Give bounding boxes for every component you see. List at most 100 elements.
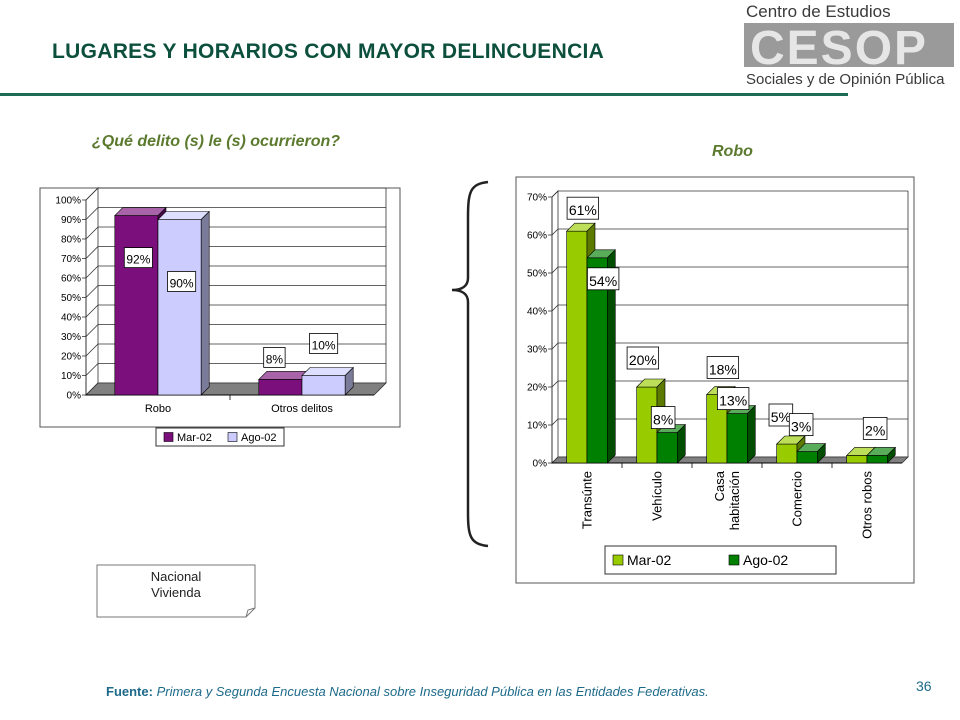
category-label: Vehículo	[649, 471, 664, 521]
source-label: Fuente:	[106, 684, 153, 699]
logo-line2: Sociales y de Opinión Pública	[746, 71, 945, 88]
title-divider	[0, 93, 848, 96]
note-line1: Nacional	[150, 569, 202, 584]
gridline	[85, 363, 386, 376]
y-tick-label: 50%	[61, 293, 81, 304]
data-label-box	[650, 406, 676, 430]
data-label-box	[309, 333, 339, 354]
legend: Mar-02 Ago-02	[604, 545, 837, 575]
y-tick-label: 70%	[527, 193, 547, 204]
logo-line1: Centro de Estudios	[746, 2, 891, 21]
y-tick-label: 40%	[61, 313, 81, 324]
data-label: 18%	[709, 362, 737, 378]
gridline	[551, 380, 908, 388]
source-footnote: Fuente: Primera y Segunda Encuesta Nacio…	[106, 684, 709, 699]
y-tick-label: 90%	[61, 215, 81, 226]
y-tick-label: 10%	[527, 421, 547, 432]
data-label: 10%	[312, 339, 336, 353]
y-tick-label: 20%	[61, 352, 81, 363]
legend-frame	[155, 427, 285, 447]
gridline	[551, 190, 908, 198]
y-tick-label: 20%	[527, 383, 547, 394]
data-label: 20%	[629, 352, 657, 368]
data-label: 90%	[170, 277, 194, 291]
logo-mark: CESOP	[750, 22, 928, 75]
legend-swatch	[612, 554, 624, 566]
y-tick-label: 10%	[61, 371, 81, 382]
y-tick-label: 70%	[61, 254, 81, 265]
source-text: Primera y Segunda Encuesta Nacional sobr…	[156, 684, 709, 699]
y-tick-label: 30%	[527, 345, 547, 356]
category-label: Robo	[145, 403, 171, 415]
y-tick-label: 40%	[527, 307, 547, 318]
gridline	[85, 226, 386, 240]
bar	[586, 249, 617, 464]
data-label-box	[716, 387, 750, 411]
bar	[635, 378, 666, 464]
gridline	[85, 187, 386, 201]
legend-frame	[604, 545, 837, 575]
note-text: Nacional Vivienda	[96, 569, 256, 601]
y-tick-label: 80%	[61, 235, 81, 246]
y-tick-label: 60%	[61, 274, 81, 285]
data-label-box	[586, 267, 620, 291]
logo-band	[744, 23, 954, 67]
data-label: 8%	[266, 352, 284, 366]
legend-swatch	[227, 432, 238, 442]
bar	[796, 442, 827, 464]
legend-label: Mar-02	[177, 432, 212, 444]
data-label-box	[706, 356, 740, 380]
legend-label: Ago-02	[241, 432, 276, 444]
y-tick-label: 30%	[61, 332, 81, 343]
y-tick-label: 50%	[527, 269, 547, 280]
legend-swatch	[728, 554, 740, 566]
data-label-box	[263, 346, 286, 368]
chart-right-title: Robo	[712, 143, 753, 160]
data-label: 13%	[719, 393, 747, 409]
legend-label: Mar-02	[627, 552, 672, 568]
category-label: habitación	[727, 471, 742, 530]
bar	[157, 210, 210, 396]
y-tick-label: 60%	[527, 231, 547, 242]
bar	[726, 404, 757, 464]
gridline	[85, 324, 386, 337]
data-label-box	[167, 271, 197, 292]
gridline	[551, 304, 908, 312]
page-number: 36	[916, 678, 932, 694]
gridline	[85, 343, 386, 357]
data-label-box	[123, 247, 153, 269]
data-label-box	[626, 346, 660, 370]
data-label-box	[788, 413, 814, 437]
y-tick-label: 0%	[533, 459, 548, 470]
chart-left-question: ¿Qué delito (s) le (s) ocurrieron?	[92, 133, 341, 150]
legend-swatch	[163, 432, 174, 442]
slide-title: LUGARES Y HORARIOS CON MAYOR DELINCUENCI…	[52, 40, 605, 63]
gridline	[85, 285, 386, 298]
data-label: 92%	[126, 253, 150, 267]
gridline	[85, 265, 386, 279]
gridline	[551, 342, 908, 350]
gridline	[551, 266, 908, 274]
data-label: 8%	[653, 412, 673, 428]
category-label: Otros delitos	[271, 403, 333, 415]
bar	[301, 366, 354, 396]
legend: Mar-02 Ago-02	[155, 427, 285, 447]
gridline	[85, 304, 386, 318]
bar	[656, 423, 687, 464]
category-label: Comercio	[789, 471, 804, 527]
data-label: 5%	[771, 409, 791, 425]
note-line2: Vivienda	[151, 585, 201, 600]
category-label: Casa	[712, 470, 727, 501]
data-label: 61%	[569, 202, 597, 218]
gridline	[85, 207, 386, 220]
gridline	[85, 246, 386, 259]
data-label: 2%	[865, 422, 885, 438]
note-box	[96, 564, 256, 618]
category-label: Transúnte	[579, 471, 594, 529]
y-tick-label: 0%	[67, 391, 82, 402]
data-label-box	[862, 416, 888, 440]
category-label: Otros robos	[859, 471, 874, 539]
gridline	[551, 228, 908, 236]
